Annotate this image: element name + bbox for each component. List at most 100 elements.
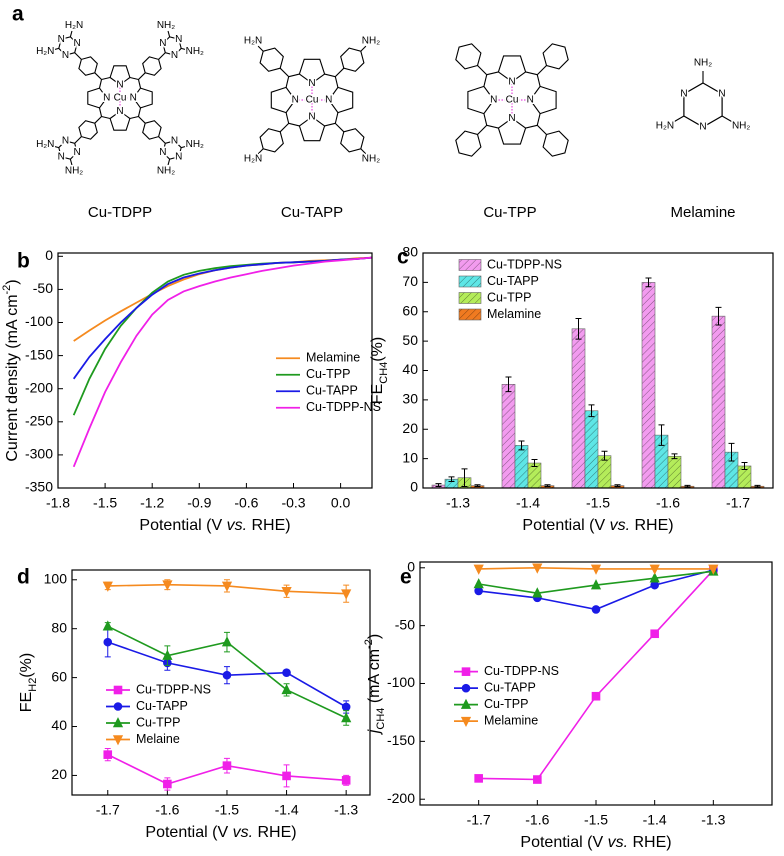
- bond: [525, 71, 538, 76]
- aromatic-ring: [259, 47, 284, 72]
- error-bar: [448, 476, 455, 483]
- atom-label: NH₂: [65, 165, 83, 176]
- legend-label: Melamine: [484, 713, 538, 727]
- aromatic-ring: [162, 140, 182, 160]
- bond: [101, 115, 111, 120]
- aromatic-ring: [455, 130, 482, 157]
- atom-label: NH₂: [732, 121, 750, 132]
- y-tick-label: 40: [51, 717, 67, 733]
- bond: [285, 76, 290, 88]
- atom-label: N: [159, 147, 166, 158]
- bond: [673, 115, 685, 123]
- y-tick-label: -300: [25, 446, 53, 462]
- y-tick-label: 80: [51, 619, 67, 635]
- aromatic-ring: [455, 43, 482, 70]
- error-bar: [645, 277, 652, 288]
- panel-label: d: [17, 566, 30, 589]
- bond: [257, 45, 264, 52]
- legend-marker: [113, 685, 123, 695]
- data-point: [222, 761, 232, 770]
- y-tick-label: -150: [387, 732, 415, 748]
- legend-marker: [113, 702, 123, 711]
- data-point: [222, 670, 232, 680]
- data-point: [221, 581, 233, 592]
- x-tick-label: -1.5: [586, 495, 610, 511]
- y-tick-label: 40: [402, 361, 418, 377]
- x-axis-label-part: RHE): [247, 517, 291, 534]
- bond: [158, 136, 166, 144]
- y-axis-label-part: ): [366, 634, 383, 639]
- data-point: [103, 637, 113, 647]
- x-axis-label: Potential (V vs. RHE): [145, 824, 296, 841]
- legend-marker: [460, 716, 472, 728]
- legend-label: Melamine: [306, 351, 360, 365]
- pyrrole-ring: [497, 55, 527, 83]
- y-tick-label: -200: [25, 379, 53, 395]
- y-axis-label-part: (mA cm: [366, 649, 383, 708]
- error-bar: [728, 442, 735, 462]
- error-bar: [588, 404, 595, 418]
- x-tick-label: 0.0: [331, 495, 351, 511]
- atom-label: N: [680, 89, 687, 100]
- legend-swatch: [458, 308, 482, 321]
- atom-label: N: [527, 95, 534, 106]
- x-tick-label: -1.7: [726, 495, 750, 511]
- molecule-name: Melamine: [670, 204, 735, 221]
- bar: [571, 328, 586, 489]
- atom-label: N: [718, 89, 725, 100]
- y-axis-label-part: -2: [363, 639, 375, 649]
- x-tick-label: -0.9: [187, 495, 211, 511]
- aromatic-ring: [78, 56, 98, 76]
- data-point: [341, 702, 351, 712]
- legend-marker: [112, 717, 124, 728]
- x-axis-label: Potential (V vs. RHE): [520, 834, 671, 851]
- atom-label: N: [159, 38, 166, 49]
- atom-label: Cu: [506, 95, 519, 106]
- pyrrole-ring: [298, 116, 326, 142]
- legend-swatch: [458, 275, 482, 288]
- y-tick-label: -250: [25, 413, 53, 429]
- atom-label: N: [490, 95, 497, 106]
- legend-label: Melaine: [136, 732, 180, 746]
- y-tick-label: 70: [402, 273, 418, 289]
- atom-label: NH₂: [362, 36, 380, 47]
- atom-label: N: [699, 122, 706, 133]
- y-axis-label-part: FE: [369, 384, 386, 404]
- x-tick-label: -1.5: [215, 802, 239, 818]
- x-tick-label: -0.6: [234, 495, 258, 511]
- atom-label: N: [62, 50, 69, 61]
- plot-frame: [57, 252, 373, 489]
- bond: [360, 45, 367, 52]
- legend-marker: [461, 667, 471, 676]
- data-point: [474, 774, 483, 783]
- y-axis-label-part: (%): [18, 653, 35, 678]
- error-bar: [754, 484, 761, 488]
- y-tick-label: 0: [410, 479, 418, 495]
- error-bar: [684, 484, 691, 488]
- data-point: [341, 776, 351, 785]
- series-line: [72, 256, 373, 468]
- bond: [477, 65, 488, 76]
- series-line: [72, 256, 373, 380]
- data-point: [162, 580, 173, 591]
- bond: [98, 107, 103, 117]
- bond: [483, 113, 488, 126]
- bond: [74, 136, 82, 144]
- bond: [138, 72, 146, 80]
- x-axis-label-part: vs.: [233, 824, 253, 841]
- error-bar: [531, 459, 538, 468]
- error-bar: [435, 483, 442, 488]
- bond: [257, 148, 264, 155]
- bond: [536, 124, 547, 135]
- x-tick-label: -1.7: [96, 802, 120, 818]
- data-point: [281, 683, 292, 695]
- bond: [52, 145, 59, 149]
- aromatic-ring: [142, 120, 162, 140]
- bond: [69, 30, 73, 37]
- atom-label: NH₂: [186, 46, 204, 57]
- atom-label: N: [508, 113, 515, 124]
- y-tick-label: 60: [51, 668, 67, 684]
- legend-label: Cu-TPP: [136, 715, 180, 729]
- x-axis-label: Potential (V vs. RHE): [139, 517, 290, 534]
- y-tick-label: -50: [33, 280, 53, 296]
